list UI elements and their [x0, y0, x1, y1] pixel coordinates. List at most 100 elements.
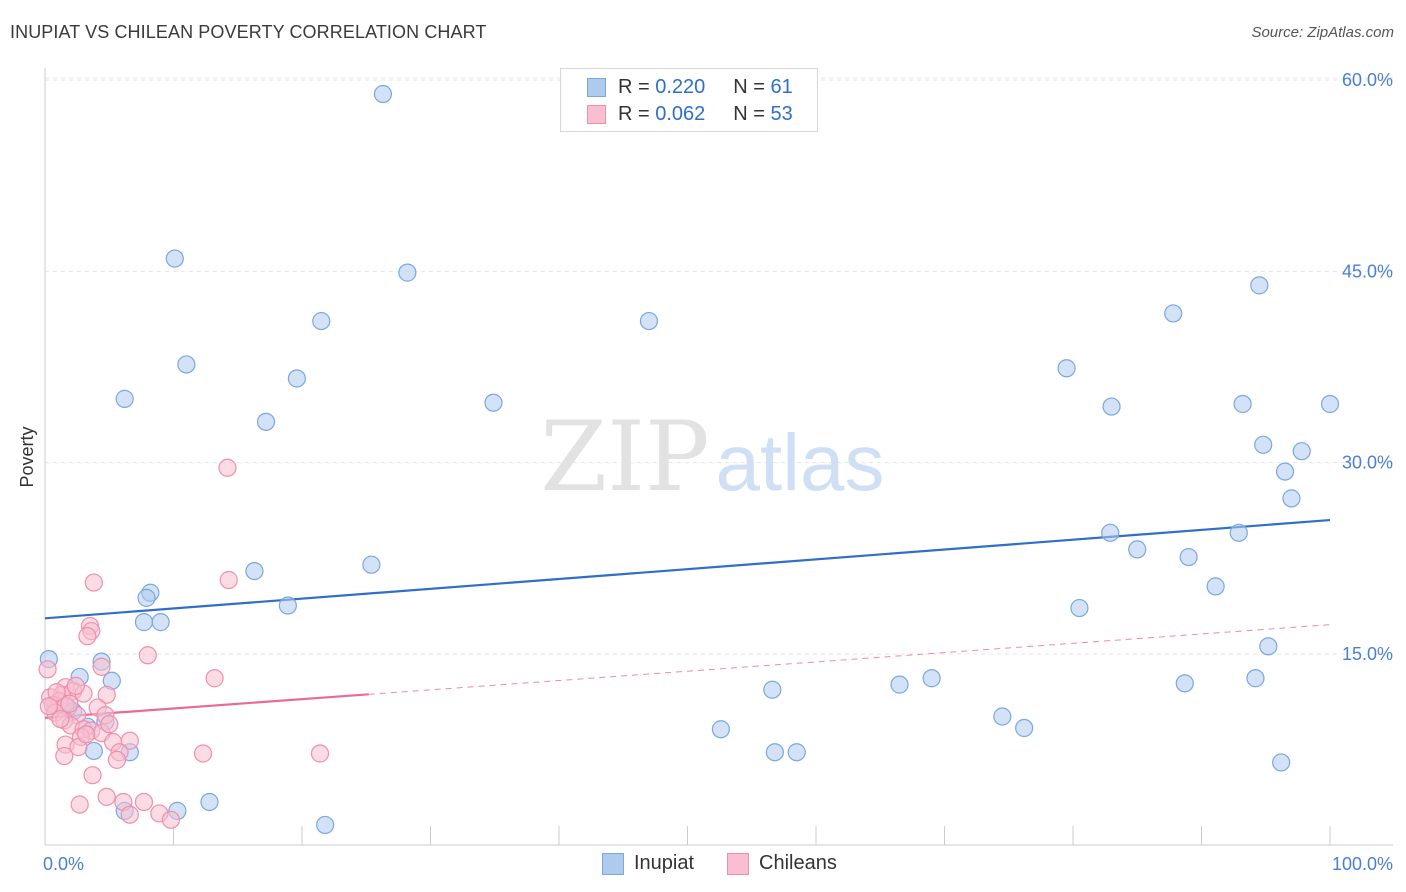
bottom-legend-inupiat: Inupiat — [602, 852, 694, 875]
legend-n-label: N = — [733, 102, 765, 125]
inupiat-point — [398, 263, 417, 282]
legend-r-value: 0.220 — [655, 75, 706, 98]
x-tick-label-max: 100.0% — [1332, 854, 1393, 874]
inupiat-point — [1272, 753, 1291, 772]
legend-n-value: 53 — [770, 102, 793, 125]
points-layer — [38, 84, 1340, 835]
inupiat-point — [165, 249, 184, 268]
y-tick-label: 60.0% — [1342, 70, 1393, 90]
watermark-atlas: atlas — [716, 418, 885, 507]
inupiat-point — [1070, 598, 1089, 618]
chileans-point — [55, 746, 74, 766]
y-axis-label: Poverty — [17, 426, 37, 487]
y-tick-label: 30.0% — [1342, 453, 1393, 473]
inupiat-point — [1292, 442, 1311, 461]
inupiat-point — [1320, 394, 1340, 414]
bottom-legend-label-inupiat: Inupiat — [634, 852, 695, 874]
inupiat-point — [1250, 276, 1269, 295]
inupiat-point — [256, 412, 276, 431]
x-tick-label-min: 0.0% — [43, 854, 84, 874]
inupiat-point — [1233, 394, 1252, 414]
chileans-point — [39, 697, 58, 716]
inupiat-point — [1179, 547, 1198, 567]
source-credit: Source: ZipAtlas.com — [1251, 24, 1394, 41]
chileans-point — [97, 787, 116, 806]
chileans-point — [205, 669, 224, 688]
inupiat-point — [287, 369, 306, 388]
chileans-trend-extension — [368, 624, 1331, 695]
inupiat-point — [1015, 718, 1034, 738]
chileans-point — [120, 731, 139, 750]
bottom-legend-label-chileans: Chileans — [759, 852, 837, 874]
inupiat-point — [84, 741, 103, 761]
chileans-point — [51, 709, 70, 729]
bottom-legend-swatch-chileans — [727, 852, 749, 875]
watermark-zip: ZIP — [540, 401, 709, 513]
inupiat-point — [278, 596, 297, 615]
chileans-point — [84, 573, 103, 592]
inupiat-point — [890, 675, 909, 694]
inupiat-point — [245, 561, 264, 581]
chileans-point — [66, 676, 85, 695]
chileans-point — [107, 750, 127, 769]
inupiat-point — [373, 84, 393, 104]
inupiat-trend-line — [44, 518, 1331, 620]
chileans-point — [77, 725, 96, 744]
legend-swatch-chileans — [587, 104, 606, 124]
inupiat-point — [312, 311, 331, 331]
legend-swatch-inupiat — [587, 77, 606, 97]
legend-r-value: 0.062 — [655, 102, 706, 125]
chileans-point — [100, 715, 119, 734]
inupiat-point — [1229, 523, 1248, 542]
bottom-legend-chileans: Chileans — [727, 852, 837, 875]
chileans-point — [161, 810, 181, 829]
chileans-point — [78, 627, 97, 646]
inupiat-point — [1164, 304, 1183, 323]
chileans-point — [92, 657, 111, 676]
chileans-point — [138, 646, 157, 665]
chileans-point — [47, 683, 66, 702]
chileans-point — [38, 660, 57, 679]
legend-n-label: N = — [733, 75, 765, 98]
inupiat-point — [787, 743, 806, 762]
inupiat-point — [1102, 397, 1121, 416]
legend-n-value: 61 — [770, 75, 793, 98]
inupiat-point — [711, 720, 731, 739]
inupiat-point — [484, 393, 503, 412]
legend-r-label: R = — [618, 102, 650, 125]
inupiat-point — [137, 588, 156, 607]
watermark: ZIP atlas — [540, 401, 884, 513]
y-tick-label: 15.0% — [1342, 644, 1393, 664]
inupiat-point — [151, 613, 170, 632]
inupiat-point — [922, 669, 941, 688]
inupiat-point — [1246, 669, 1265, 688]
chileans-point — [120, 805, 139, 824]
chileans-point — [310, 744, 330, 763]
legend-row-inupiat: R = 0.220 N = 61 — [587, 76, 793, 98]
chileans-point — [60, 694, 79, 713]
chart-title: INUPIAT VS CHILEAN POVERTY CORRELATION C… — [10, 22, 487, 42]
inupiat-point — [993, 707, 1012, 726]
inupiat-point — [177, 355, 196, 374]
inupiat-point — [115, 389, 134, 408]
inupiat-point — [1057, 359, 1076, 378]
chileans-point — [134, 792, 154, 812]
legend-box: R = 0.220 N = 61 R = 0.062 N = 53 — [560, 68, 818, 132]
inupiat-point — [200, 792, 219, 812]
inupiat-point — [362, 555, 381, 574]
inupiat-point — [765, 743, 784, 762]
inupiat-point — [316, 815, 335, 835]
chileans-point — [193, 744, 213, 763]
inupiat-point — [1206, 577, 1225, 596]
legend-r-label: R = — [618, 75, 650, 98]
inupiat-point — [134, 613, 154, 632]
inupiat-point — [1259, 637, 1278, 656]
chileans-point — [219, 570, 238, 590]
inupiat-point — [763, 680, 782, 699]
inupiat-point — [1254, 435, 1273, 454]
inupiat-point — [1175, 674, 1194, 693]
inupiat-point — [1128, 540, 1147, 559]
chileans-point — [218, 458, 237, 477]
inupiat-point — [1101, 523, 1120, 542]
